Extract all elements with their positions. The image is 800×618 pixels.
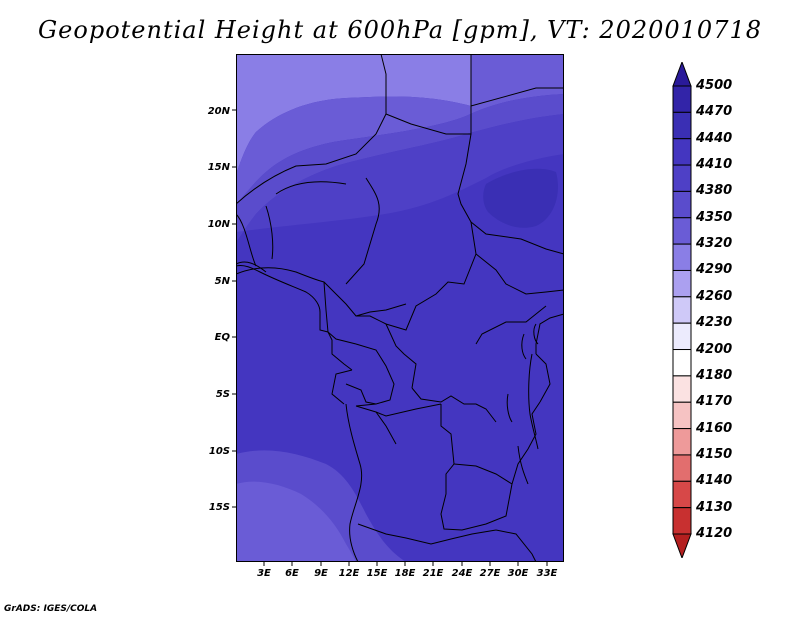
coastline [236,265,321,313]
colorbar-segment [672,85,692,113]
colorbar-bottom-triangle [672,533,692,558]
field-zone-4410 [236,114,564,242]
lon-label-12e: 12E [338,568,360,579]
lon-label-18e: 18E [394,568,416,579]
lat-label-10s: 10S [208,446,230,457]
lat-label-10n: 10N [207,219,230,230]
colorbar-label: 4290 [696,262,733,278]
lat-label-eq: EQ [214,332,230,343]
lat-label-5s: 5S [215,389,230,400]
lat-label-15s: 15S [208,502,230,513]
field-zone-4320 [236,54,471,174]
colorbar-label: 4440 [696,130,733,146]
colorbar-segment [672,164,692,192]
field-zone-4470 [483,168,558,228]
colorbar-label: 4140 [696,473,733,489]
chart-title: Geopotential Height at 600hPa [gpm], VT:… [38,16,762,44]
colorbar-label: 4320 [696,236,733,252]
colorbar-label: 4160 [696,420,733,436]
lat-label-15n: 15N [207,162,230,173]
lon-label-24e: 24E [451,568,473,579]
credit-text: GrADS: IGES/COLA [4,604,98,614]
colorbar-segment [672,401,692,430]
colorbar-label: 4260 [696,288,733,304]
lon-label-33e: 33E [536,568,558,579]
colorbar-segment [672,480,692,509]
colorbar-label: 4200 [696,341,733,357]
colorbar-segment [672,269,692,298]
colorbar-segment [672,507,692,535]
lon-label-6e: 6E [285,568,299,579]
colorbar-label: 4500 [696,78,733,93]
lat-label-5n: 5N [214,276,230,287]
colorbar-label: 4180 [696,367,733,383]
field-zone-south-4380 [236,481,356,562]
borders [236,54,564,562]
colorbar-label: 4120 [696,526,733,541]
colorbar-segment [672,322,692,351]
lon-label-3e: 3E [257,568,271,579]
colorbar-segment [672,217,692,245]
colorbar-segment [672,349,692,377]
colorbar [672,62,692,558]
colorbar-segment [672,243,692,271]
field-zone-4350 [236,54,564,204]
colorbar-label: 4130 [696,499,733,515]
colorbar-label: 4230 [696,315,733,331]
colorbar-segment [672,428,692,456]
map [236,54,564,562]
colorbar-segment [672,138,692,166]
colorbar-label: 4350 [696,209,733,225]
colorbar-label: 4410 [696,157,733,173]
lakes [506,323,539,485]
lon-label-21e: 21E [422,568,444,579]
lat-label-20n: 20N [207,106,230,117]
colorbar-segment [672,111,692,140]
colorbar-top-triangle [672,62,692,87]
lon-label-30e: 30E [507,568,529,579]
colorbar-segment [672,190,692,219]
colorbar-label: 4170 [696,394,733,410]
field-zone-4380 [236,94,564,242]
map-frame [236,54,564,562]
colorbar-label: 4380 [696,183,733,199]
lon-label-9e: 9E [314,568,328,579]
colorbar-segment [672,454,692,482]
colorbar-segment [672,296,692,324]
colorbar-segment [672,375,692,403]
colorbar-label: 4470 [696,104,733,120]
colorbar-label: 4150 [696,446,733,462]
lon-label-15e: 15E [366,568,388,579]
lon-label-27e: 27E [479,568,501,579]
